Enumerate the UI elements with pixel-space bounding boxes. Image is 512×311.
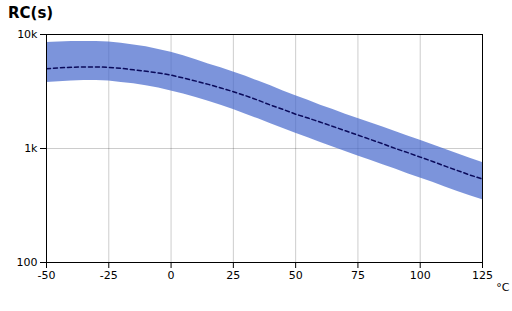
svg-text:100: 100: [17, 256, 38, 269]
svg-text:-25: -25: [100, 269, 118, 282]
svg-text:25: 25: [226, 269, 240, 282]
svg-text:10k: 10k: [17, 28, 38, 41]
svg-text:125: 125: [472, 269, 493, 282]
html-text:RC(s): RC(s): [8, 4, 54, 22]
svg-text:1k: 1k: [24, 142, 38, 155]
svg-text:0: 0: [168, 269, 175, 282]
svg-text:75: 75: [351, 269, 365, 282]
svg-text:100: 100: [410, 269, 431, 282]
svg-text:°C: °C: [496, 281, 510, 294]
svg-text:-50: -50: [38, 269, 56, 282]
svg-text:50: 50: [289, 269, 303, 282]
